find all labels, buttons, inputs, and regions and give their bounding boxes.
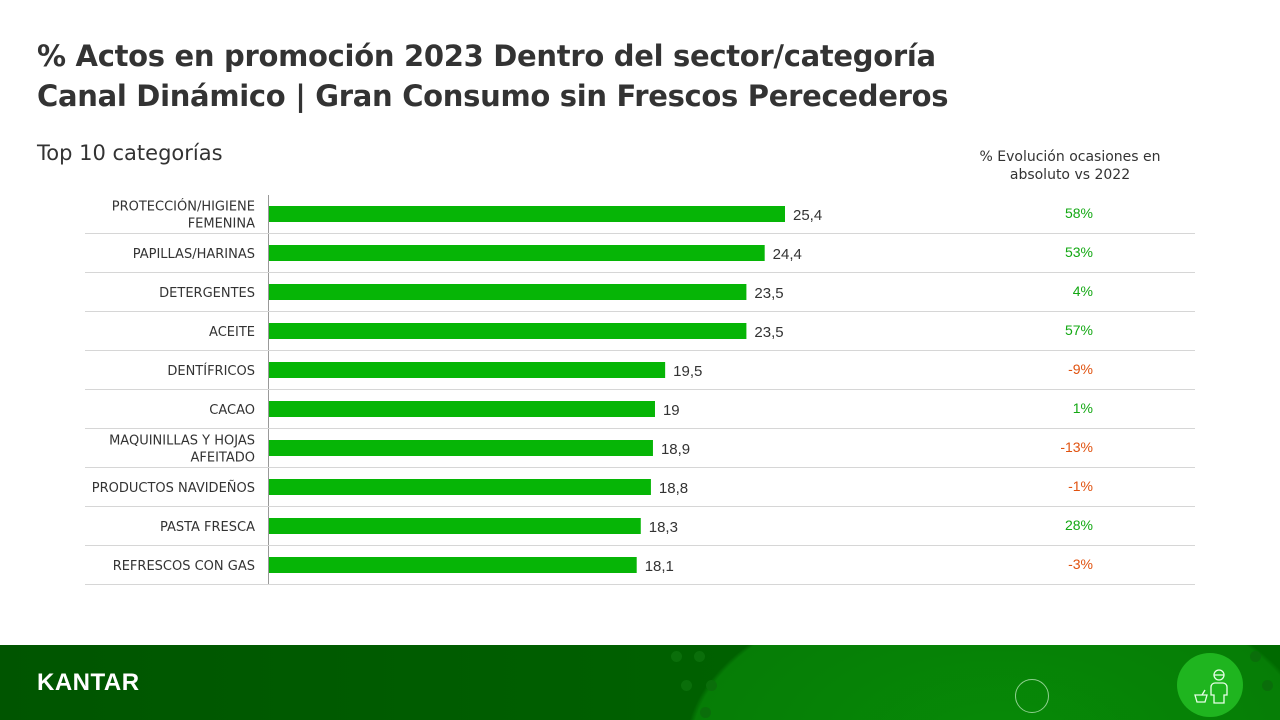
kantar-logo: KANTAR: [37, 669, 140, 696]
bar: [269, 401, 655, 417]
value-label: 18,3: [649, 519, 678, 536]
bar-chart: PROTECCIÓN/HIGIENE FEMENINA 25,4 58% PAPILLA…: [85, 195, 1195, 585]
title-line-2: Canal Dinámico | Gran Consumo sin Fresco…: [37, 79, 949, 113]
footer-band: KANTAR: [0, 645, 1280, 720]
evolution-value: -9%: [1068, 361, 1093, 377]
evolution-column-header: % Evolución ocasiones en absoluto vs 202…: [979, 149, 1161, 183]
value-label: 24,4: [773, 246, 802, 263]
category-label: AFEITADO: [191, 451, 256, 466]
evolution-value: 4%: [1073, 283, 1093, 299]
category-label: PRODUCTOS NAVIDEÑOS: [92, 480, 255, 496]
category-label: REFRESCOS CON GAS: [113, 559, 255, 574]
decor-dot: [1262, 680, 1273, 691]
decor-dot: [1250, 651, 1261, 662]
category-label: MAQUINILLAS Y HOJAS: [109, 434, 255, 449]
bar: [269, 245, 765, 261]
decor-dot: [706, 680, 717, 691]
decor-dot: [671, 651, 682, 662]
evolution-value: 28%: [1065, 517, 1093, 533]
title-line-1: % Actos en promoción 2023 Dentro del sec…: [37, 39, 936, 73]
category-label: PROTECCIÓN/HIGIENE: [112, 199, 255, 215]
category-label: PAPILLAS/HARINAS: [133, 247, 255, 262]
evolution-value: 58%: [1065, 205, 1093, 221]
evolution-value: 53%: [1065, 244, 1093, 260]
value-label: 23,5: [754, 285, 783, 302]
bar: [269, 518, 641, 534]
decor-dot: [681, 680, 692, 691]
value-label: 19: [663, 402, 680, 419]
bar: [269, 440, 653, 456]
value-label: 19,5: [673, 363, 702, 380]
value-label: 18,9: [661, 441, 690, 458]
bar: [269, 206, 785, 222]
category-label: ACEITE: [209, 325, 255, 340]
bar: [269, 284, 747, 300]
evolution-value: 1%: [1073, 400, 1093, 416]
shopper-basket-icon: [1177, 653, 1243, 717]
evolution-value: -13%: [1060, 439, 1093, 455]
bar: [269, 362, 666, 378]
bar: [269, 323, 747, 339]
chart-subtitle: Top 10 categorías: [37, 141, 223, 165]
decor-ring: [1015, 679, 1049, 713]
bar: [269, 557, 637, 573]
bar: [269, 479, 651, 495]
decor-dot: [694, 651, 705, 662]
category-label: DETERGENTES: [159, 286, 255, 301]
category-label: FEMENINA: [188, 217, 255, 232]
category-label: DENTÍFRICOS: [167, 363, 255, 379]
value-label: 18,1: [645, 558, 674, 575]
evolution-value: 57%: [1065, 322, 1093, 338]
decor-dot: [700, 707, 711, 718]
value-label: 23,5: [754, 324, 783, 341]
evolution-value: -1%: [1068, 478, 1093, 494]
category-label: PASTA FRESCA: [160, 520, 255, 535]
value-label: 25,4: [793, 207, 822, 224]
value-label: 18,8: [659, 480, 688, 497]
evolution-value: -3%: [1068, 556, 1093, 572]
category-label: CACAO: [209, 403, 255, 418]
page-title: % Actos en promoción 2023 Dentro del sec…: [37, 36, 948, 116]
